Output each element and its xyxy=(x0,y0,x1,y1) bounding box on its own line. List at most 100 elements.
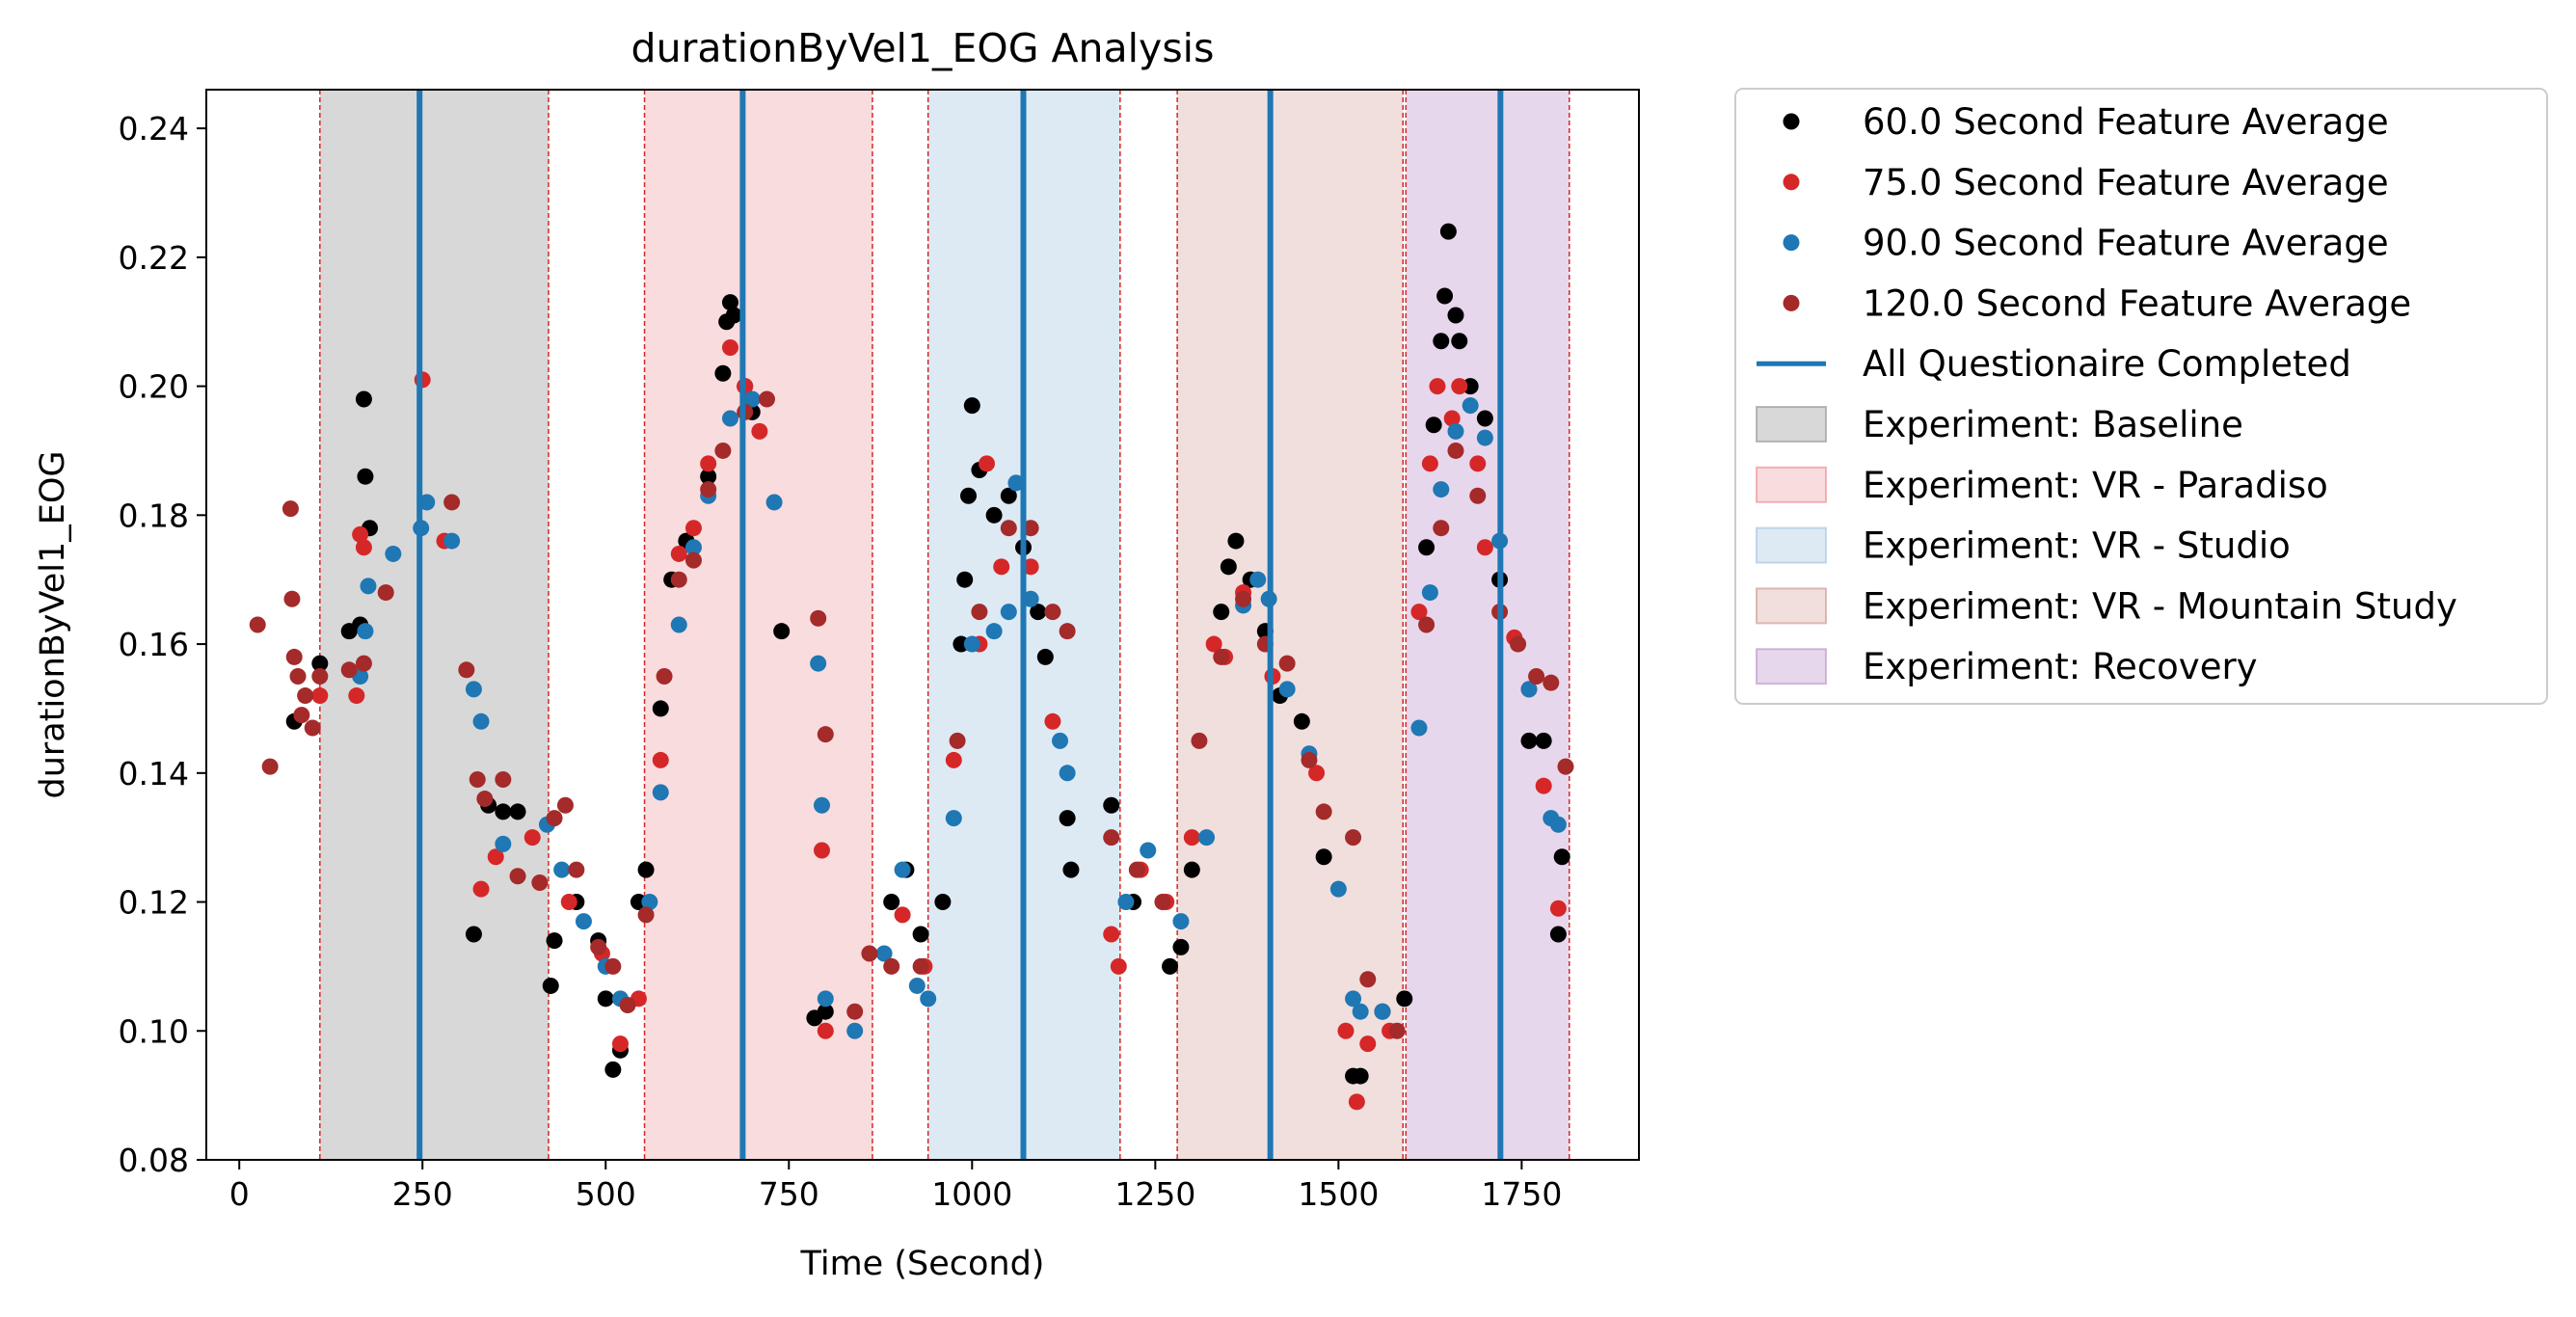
series-3-point xyxy=(289,667,307,685)
series-2-point xyxy=(963,635,980,653)
series-1-point xyxy=(355,539,372,556)
series-3-point xyxy=(590,938,607,955)
series-2-point xyxy=(465,681,482,698)
series-2-point xyxy=(810,655,827,672)
series-0-point xyxy=(1439,223,1457,240)
series-0-point xyxy=(960,487,978,504)
series-2-point xyxy=(1462,397,1479,415)
series-3-point xyxy=(1128,861,1145,878)
series-3-point xyxy=(670,571,687,588)
series-3-point xyxy=(619,997,636,1014)
series-0-point xyxy=(1553,848,1570,866)
legend-label-questionnaire: All Questionaire Completed xyxy=(1863,343,2351,385)
series-3-point xyxy=(1022,520,1039,537)
series-3-point xyxy=(861,945,878,962)
series-2-point xyxy=(1140,842,1157,859)
series-3-point xyxy=(285,648,303,665)
series-0-point xyxy=(1433,333,1450,350)
scatter-points xyxy=(249,223,1574,1111)
y-tick-label: 0.10 xyxy=(119,1012,189,1050)
series-3-point xyxy=(684,551,702,569)
series-0-point xyxy=(1451,333,1468,350)
y-tick-label: 0.12 xyxy=(119,884,189,922)
series-3-point xyxy=(810,609,827,627)
legend: 60.0 Second Feature Average 75.0 Second F… xyxy=(1734,88,2548,705)
x-tick-label: 500 xyxy=(576,1175,636,1213)
series-2-point xyxy=(765,494,783,511)
legend-box xyxy=(1734,88,2548,705)
series-1-point xyxy=(721,338,738,356)
series-3-point xyxy=(1543,674,1560,691)
series-1-point xyxy=(1110,957,1127,975)
series-0-point xyxy=(773,623,791,640)
series-3-point xyxy=(1044,604,1061,621)
series-2-point xyxy=(817,990,834,1008)
series-1-point xyxy=(894,906,911,924)
series-2-point xyxy=(1447,422,1464,440)
series-2-point xyxy=(357,623,374,640)
y-axis-ticks: 0.08 0.10 0.12 0.14 0.16 0.18 0.20 0.22 0.24 xyxy=(119,110,206,1179)
series-3-point xyxy=(949,732,966,749)
series-0-point xyxy=(465,926,482,943)
series-3-point xyxy=(883,957,900,975)
series-0-point xyxy=(1162,957,1179,975)
series-0-point xyxy=(1352,1067,1369,1085)
y-tick-label: 0.14 xyxy=(119,755,189,793)
series-2-point xyxy=(920,990,937,1008)
series-3-point xyxy=(700,481,717,498)
series-0-point xyxy=(1535,732,1552,749)
series-2-point xyxy=(553,861,571,878)
series-3-point xyxy=(568,861,585,878)
series-1-point xyxy=(1044,712,1061,730)
series-0-point xyxy=(1418,539,1436,556)
series-3-point xyxy=(293,707,310,724)
series-3-point xyxy=(1510,635,1527,653)
y-tick-label: 0.20 xyxy=(119,368,189,406)
experiment-bands xyxy=(319,90,1570,1160)
series-0-point xyxy=(1172,938,1190,955)
x-tick-label: 0 xyxy=(229,1175,250,1213)
series-3-point xyxy=(637,906,655,924)
series-0-point xyxy=(963,397,980,415)
series-3-point xyxy=(1235,590,1252,607)
legend-swatch-experiment-4 xyxy=(1756,648,1827,685)
series-3-point xyxy=(249,616,266,633)
series-1-point xyxy=(1359,1035,1377,1053)
series-1-point xyxy=(1443,410,1461,427)
series-1-point xyxy=(700,455,717,472)
series-0-point xyxy=(495,803,512,820)
series-2-point xyxy=(641,894,658,911)
legend-swatch-experiment-0 xyxy=(1756,406,1827,443)
series-0-point xyxy=(355,390,372,408)
series-1-point xyxy=(1476,539,1493,556)
y-tick-label: 0.08 xyxy=(119,1142,189,1179)
series-3-point xyxy=(1418,616,1436,633)
series-1-point xyxy=(1348,1093,1365,1111)
series-2-point xyxy=(670,616,687,633)
series-3-point xyxy=(556,796,574,814)
legend-label-experiment-0: Experiment: Baseline xyxy=(1863,404,2243,445)
series-1-point xyxy=(523,829,541,847)
series-2-point xyxy=(385,545,402,562)
legend-marker-series-1 xyxy=(1783,174,1800,191)
series-2-point xyxy=(1549,816,1567,833)
series-2-point xyxy=(1117,894,1135,911)
series-3-point xyxy=(1447,442,1464,459)
x-axis-label: Time (Second) xyxy=(800,1245,1045,1283)
series-1-point xyxy=(1421,455,1438,472)
series-3-point xyxy=(1154,894,1171,911)
series-0-point xyxy=(1103,796,1120,814)
series-1-point xyxy=(945,751,962,768)
x-tick-label: 1250 xyxy=(1114,1175,1195,1213)
series-0-point xyxy=(725,307,742,324)
x-tick-label: 750 xyxy=(759,1175,819,1213)
series-1-point xyxy=(813,842,830,859)
legend-swatch-experiment-1 xyxy=(1756,466,1827,503)
series-0-point xyxy=(714,364,732,382)
legend-marker-series-0 xyxy=(1783,113,1800,130)
series-0-point xyxy=(1520,732,1538,749)
series-2-point xyxy=(985,623,1003,640)
series-0-point xyxy=(1396,990,1413,1008)
series-0-point xyxy=(700,468,717,485)
series-2-point xyxy=(1345,990,1362,1008)
